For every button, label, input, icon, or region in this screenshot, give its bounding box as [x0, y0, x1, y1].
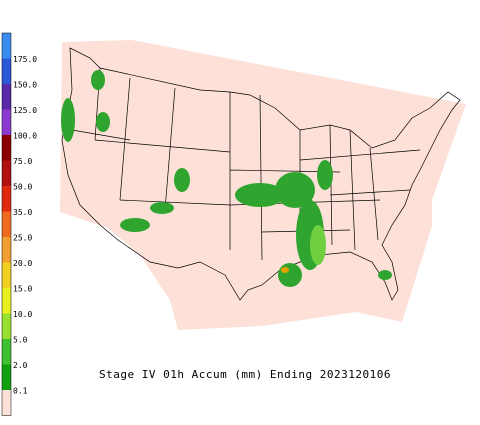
- legend-label: 25.0: [13, 234, 32, 243]
- color-swatch: [2, 339, 11, 365]
- coastline: [61, 47, 461, 301]
- color-swatch: [2, 211, 11, 237]
- legend-label: 75.0: [13, 157, 32, 166]
- legend-label: 2.0: [13, 361, 28, 370]
- color-swatch: [2, 58, 11, 84]
- color-bar-frame: [1, 32, 12, 416]
- legend-label: 15.0: [13, 285, 32, 294]
- color-swatch: [2, 135, 11, 161]
- legend-label: 0.1: [13, 387, 28, 396]
- legend-label: 150.0: [13, 81, 37, 90]
- caption: Stage IV 01h Accum (mm) Ending 202312010…: [99, 368, 391, 381]
- legend-label: 5.0: [13, 336, 28, 345]
- color-swatch: [2, 160, 11, 186]
- color-bar: 175.0 150.0 125.0 100.0 75.0 50.0 35.0 25.0 20.0…: [1, 32, 37, 416]
- color-swatch: [2, 109, 11, 135]
- color-swatch: [2, 186, 11, 212]
- legend-label: 50.0: [13, 183, 32, 192]
- color-swatch: [2, 262, 11, 288]
- legend-label: 10.0: [13, 310, 32, 319]
- precipitation: [61, 70, 392, 287]
- legend-label: 175.0: [13, 55, 37, 64]
- color-swatch: [2, 390, 11, 416]
- color-swatch: [2, 288, 11, 314]
- color-swatch: [2, 33, 11, 59]
- legend-label: 100.0: [13, 132, 37, 141]
- color-swatch: [2, 313, 11, 339]
- legend-label: 20.0: [13, 259, 32, 268]
- color-swatch: [2, 237, 11, 263]
- legend-label: 35.0: [13, 208, 32, 217]
- color-swatch: [2, 364, 11, 390]
- color-swatch: [2, 84, 11, 110]
- legend-label: 125.0: [13, 106, 37, 115]
